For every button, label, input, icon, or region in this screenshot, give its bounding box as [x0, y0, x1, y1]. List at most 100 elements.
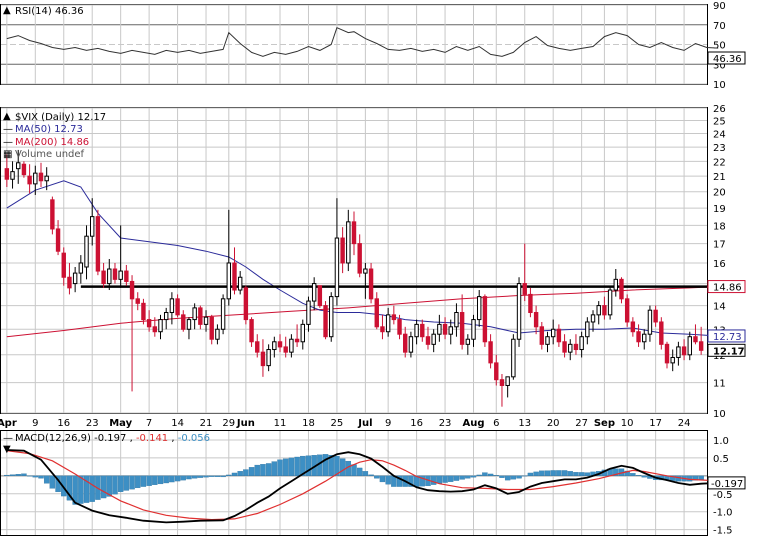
- candle-body: [101, 270, 106, 285]
- x-axis-label: 11: [274, 418, 287, 429]
- candle-body: [255, 341, 260, 353]
- price-tick-label: 14: [713, 302, 726, 313]
- candle-body: [681, 346, 687, 356]
- price-grid: [1, 107, 707, 414]
- macd-histogram-bar: [237, 471, 243, 476]
- candle-body: [27, 175, 32, 185]
- candle-body: [420, 323, 425, 338]
- macd-histogram-bar: [203, 475, 209, 478]
- rsi-tick-label: 50: [713, 41, 726, 52]
- volume-legend-text: Volume undef: [15, 149, 85, 160]
- macd-histogram-bar: [186, 475, 192, 480]
- candle-body: [21, 163, 27, 176]
- x-axis-label: Aug: [462, 418, 484, 429]
- candle-body: [118, 270, 123, 280]
- candle-body: [10, 171, 15, 180]
- macd-histogram-bar: [510, 475, 517, 480]
- macd-tick-label: -1.0: [713, 508, 733, 519]
- price-panel-frame: [0, 107, 708, 414]
- candle-body: [44, 175, 49, 182]
- macd-histogram-bar: [49, 475, 56, 489]
- x-axis-label: 10: [621, 418, 634, 429]
- macd-histogram-bar: [220, 475, 226, 478]
- x-axis-label: Jun: [236, 418, 255, 429]
- price-tick-label: 19: [713, 204, 726, 215]
- candle-body: [277, 341, 283, 348]
- candle-body: [67, 276, 72, 289]
- macd-histogram-bar: [265, 463, 272, 476]
- macd-signal-line: [6, 450, 719, 521]
- price-tick-labels: 2625242322212019181716151413121110: [713, 104, 726, 420]
- rsi-line: [6, 27, 719, 57]
- price-tick-label: 22: [713, 157, 726, 168]
- candle-body: [266, 349, 271, 367]
- candle-body: [272, 341, 277, 351]
- macd-histogram-bar: [277, 459, 283, 476]
- candle-body: [374, 298, 379, 328]
- candle-body: [311, 283, 317, 302]
- macd-histogram-bar: [9, 474, 16, 476]
- macd-histogram-bar: [283, 458, 289, 476]
- macd-legend-text: MACD(12,26,9) -0.197 , -0.141 , -0.056: [15, 433, 210, 444]
- macd-histogram-bar: [624, 470, 630, 476]
- candle-body: [408, 336, 414, 353]
- macd-histogram-bar: [362, 471, 369, 476]
- candle-body: [232, 262, 237, 291]
- macd-histogram-bar: [112, 475, 118, 495]
- macd-legend-prefix: MACD(12,26,9): [15, 433, 91, 444]
- candle-body: [511, 338, 516, 378]
- price-tick-label: 11: [713, 379, 726, 390]
- candle-body: [141, 302, 146, 321]
- candle-body: [203, 316, 209, 325]
- price-tick-label: 26: [713, 104, 726, 115]
- price-legend-icon: ▲: [3, 111, 11, 122]
- price-tick-label: 10: [713, 409, 726, 420]
- x-axis-label: Sep: [594, 418, 615, 429]
- macd-histogram-bar: [157, 475, 164, 485]
- x-axis-label: 17: [649, 418, 662, 429]
- macd-histogram-bar: [522, 475, 528, 477]
- macd-histogram-bar: [21, 473, 27, 476]
- candle-body: [107, 268, 112, 285]
- candle-body: [613, 278, 618, 291]
- macd-histogram-bar: [567, 471, 573, 476]
- candle-body: [55, 228, 61, 252]
- ma50-badge-value: 12.73: [713, 332, 742, 343]
- candle-body: [664, 343, 670, 364]
- candle-body: [630, 321, 636, 333]
- candle-body: [647, 309, 653, 335]
- candle-body: [539, 326, 545, 345]
- candle-body: [323, 305, 328, 338]
- candle-body: [482, 296, 488, 343]
- candle-body: [50, 199, 55, 230]
- macd-histogram-bar: [368, 474, 374, 476]
- macd-histogram-bar: [83, 475, 90, 503]
- macd-histogram-bar: [516, 475, 522, 479]
- candle-body: [465, 338, 471, 345]
- macd-histogram-bar: [43, 475, 50, 484]
- candle-body: [636, 331, 641, 343]
- candle-body: [152, 326, 158, 333]
- x-axis-label: Apr: [0, 418, 17, 429]
- price-tick-label: 21: [713, 172, 726, 183]
- price-tick-label: 23: [713, 143, 726, 154]
- macd-histogram-bar: [430, 475, 437, 485]
- candle-body: [243, 287, 249, 321]
- macd-histogram-bar: [135, 475, 141, 489]
- macd-histogram-bar: [351, 464, 357, 476]
- x-axis-label: 14: [171, 418, 184, 429]
- macd-histogram-bar: [169, 475, 175, 483]
- candle-body: [95, 216, 101, 272]
- candle-body: [283, 346, 288, 353]
- candle-body: [471, 319, 476, 340]
- candle-body: [329, 296, 334, 338]
- price-tick-label: 24: [713, 130, 726, 141]
- x-axis-label: 16: [410, 418, 423, 429]
- candle-body: [499, 379, 505, 386]
- candle-body: [289, 338, 294, 353]
- ma200-legend-dash: —: [3, 137, 13, 148]
- macd-legend-signal: -0.141: [136, 433, 168, 444]
- candle-body: [573, 343, 579, 351]
- macd-histogram-bar: [533, 471, 539, 476]
